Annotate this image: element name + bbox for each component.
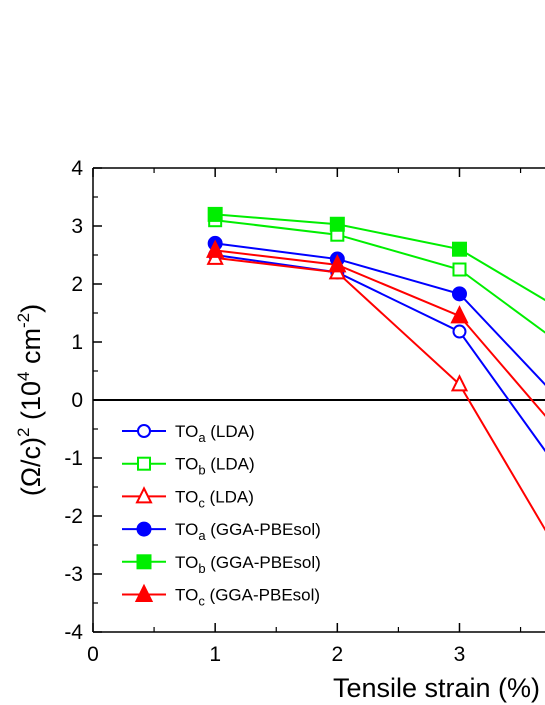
- data-point-5-3: [451, 241, 467, 257]
- series-line-2: [215, 219, 545, 334]
- y-tick-label: 0: [71, 389, 83, 412]
- y-tick-label: -4: [64, 621, 83, 644]
- legend-marker-5: [136, 554, 152, 570]
- legend-label-main: TO: [175, 422, 198, 441]
- y-axis-title-part: cm: [16, 328, 46, 372]
- y-tick-label: -2: [64, 505, 83, 528]
- series-line-1: [215, 254, 545, 453]
- plot-area: [93, 206, 545, 532]
- data-point-2-3: [452, 262, 467, 277]
- series-line-5: [215, 213, 545, 302]
- data-point-5-2: [329, 216, 345, 232]
- legend-label-suffix: (GGA-PBEsol): [205, 586, 320, 605]
- legend-label-main: TO: [175, 586, 198, 605]
- y-axis-title: (Ω/c)2 (104 cm-2): [14, 304, 46, 496]
- legend-label-sub: b: [198, 561, 205, 576]
- y-tick-label: 3: [71, 215, 83, 238]
- legend-marker-3: [135, 486, 153, 504]
- legend-label-1: TOa (LDA): [175, 422, 255, 445]
- legend-label-main: TO: [175, 487, 198, 506]
- y-axis-title-sup: -2: [14, 313, 33, 328]
- y-axis-title-part: (Ω/c): [16, 437, 46, 496]
- series-line-6: [215, 249, 545, 417]
- y-axis-title-sup: 2: [14, 427, 33, 436]
- y-axis-title-sup: 4: [14, 371, 33, 380]
- legend-label-main: TO: [175, 553, 198, 572]
- legend-label-3: TOc (LDA): [175, 487, 254, 510]
- data-point-4-3: [451, 286, 467, 302]
- data-point-3-3: [450, 374, 469, 392]
- series-line-3: [215, 256, 545, 532]
- y-tick-label: 2: [71, 273, 83, 296]
- legend-label-sub: a: [198, 528, 206, 543]
- legend-label-suffix: (LDA): [206, 455, 255, 474]
- data-point-5-1: [207, 206, 223, 222]
- legend-label-6: TOc (GGA-PBEsol): [175, 586, 320, 609]
- x-tick-label: 0: [87, 643, 99, 666]
- legend-marker-4: [136, 521, 152, 537]
- y-axis-title-part: (10: [16, 381, 46, 428]
- legend-label-main: TO: [175, 455, 198, 474]
- legend-label-suffix: (GGA-PBEsol): [206, 520, 321, 539]
- y-tick-label: 1: [71, 331, 83, 354]
- x-tick-label: 2: [331, 643, 343, 666]
- legend-marker-6: [134, 583, 154, 602]
- series-line-4: [215, 242, 545, 386]
- y-tick-label: -1: [64, 447, 83, 470]
- data-point-6-1: [206, 239, 225, 258]
- legend-marker-2: [137, 456, 151, 471]
- legend-label-suffix: (LDA): [206, 422, 255, 441]
- y-tick-label: 4: [71, 157, 83, 180]
- legend-label-sub: c: [198, 594, 205, 609]
- legend-label-main: TO: [175, 520, 198, 539]
- legend-label-sub: c: [198, 495, 205, 510]
- legend-label-sub: a: [198, 430, 206, 445]
- data-point-1-3: [452, 324, 467, 339]
- legend-label-suffix: (LDA): [205, 487, 254, 506]
- legend-marker-1: [137, 424, 151, 438]
- x-tick-label: 3: [454, 643, 466, 666]
- legend-label-sub: b: [198, 463, 205, 478]
- legend-label-4: TOa (GGA-PBEsol): [175, 520, 321, 543]
- data-point-6-3: [450, 305, 469, 324]
- legend-label-suffix: (GGA-PBEsol): [206, 553, 321, 572]
- legend: TOa (LDA)TOb (LDA)TOc (LDA)TOa (GGA-PBEs…: [122, 422, 321, 609]
- x-tick-label: 1: [209, 643, 221, 666]
- data-point-6-2: [328, 254, 347, 273]
- y-tick-label: -3: [64, 563, 83, 586]
- legend-label-2: TOb (LDA): [175, 455, 255, 478]
- x-axis-title: Tensile strain (%): [333, 673, 540, 703]
- legend-label-5: TOb (GGA-PBEsol): [175, 553, 321, 576]
- y-axis-title-part: ): [16, 304, 46, 313]
